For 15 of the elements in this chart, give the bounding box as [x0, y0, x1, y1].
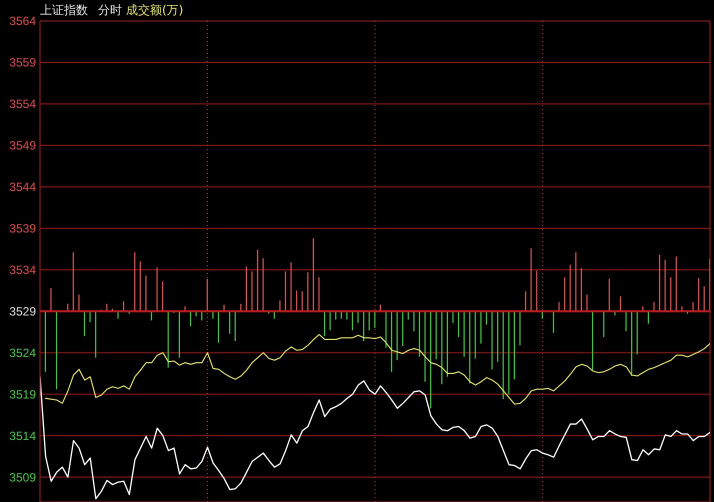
chart-subtitle: 分时 [98, 3, 122, 17]
y-tick-label: 3559 [9, 56, 36, 70]
y-tick-label: 3554 [9, 97, 36, 112]
y-tick-label: 3534 [9, 262, 36, 277]
y-tick-label: 3514 [9, 428, 36, 443]
text: 成交额(万) [126, 3, 184, 17]
y-tick-label: 3509 [9, 470, 36, 484]
y-tick-label: 3539 [9, 222, 36, 236]
chart-title: 上证指数 [40, 3, 88, 17]
y-tick-label: 3544 [9, 180, 36, 194]
y-tick-label: 3564 [9, 14, 36, 28]
y-tick-label: 3519 [9, 387, 36, 402]
y-tick-label: 3529 [9, 304, 36, 318]
y-tick-label: 3549 [9, 138, 36, 153]
y-tick-label: 3524 [9, 346, 36, 360]
